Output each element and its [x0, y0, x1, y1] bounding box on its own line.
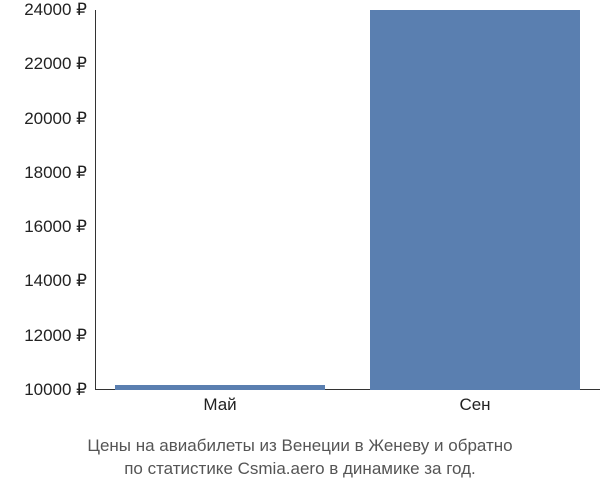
price-chart: 10000 ₽ 12000 ₽ 14000 ₽ 16000 ₽ 18000 ₽ … [0, 0, 600, 430]
y-tick: 20000 ₽ [24, 109, 87, 129]
x-axis: Май Сен [95, 395, 600, 425]
caption-line-2: по статистике Csmia.aero в динамике за г… [124, 459, 476, 478]
y-axis-line [95, 10, 96, 390]
y-tick: 22000 ₽ [24, 54, 87, 74]
y-tick: 16000 ₽ [24, 217, 87, 237]
y-tick: 10000 ₽ [24, 380, 87, 400]
y-tick: 18000 ₽ [24, 163, 87, 183]
y-axis: 10000 ₽ 12000 ₽ 14000 ₽ 16000 ₽ 18000 ₽ … [0, 0, 95, 410]
chart-caption: Цены на авиабилеты из Венеции в Женеву и… [0, 435, 600, 481]
x-tick: Май [203, 395, 236, 415]
bar-may [115, 385, 325, 390]
x-tick: Сен [459, 395, 490, 415]
plot-area [95, 10, 600, 390]
caption-line-1: Цены на авиабилеты из Венеции в Женеву и… [87, 436, 512, 455]
y-tick: 24000 ₽ [24, 0, 87, 20]
y-tick: 14000 ₽ [24, 271, 87, 291]
bar-sep [370, 10, 580, 390]
y-tick: 12000 ₽ [24, 326, 87, 346]
